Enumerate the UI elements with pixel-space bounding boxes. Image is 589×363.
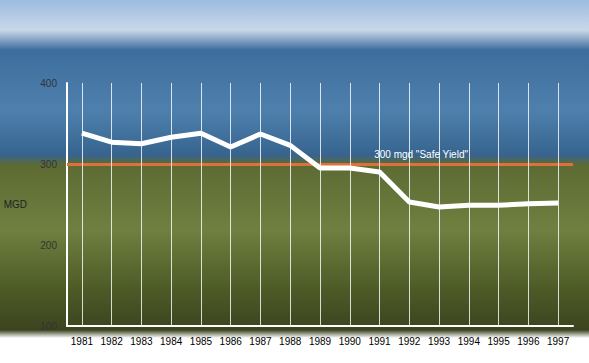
svg-text:300: 300 — [40, 159, 57, 170]
svg-text:1983: 1983 — [130, 336, 153, 347]
svg-text:1994: 1994 — [458, 336, 481, 347]
svg-text:1996: 1996 — [517, 336, 540, 347]
svg-text:1995: 1995 — [487, 336, 510, 347]
svg-text:1991: 1991 — [368, 336, 391, 347]
svg-text:1984: 1984 — [160, 336, 183, 347]
svg-text:200: 200 — [40, 240, 57, 251]
svg-text:400: 400 — [40, 78, 57, 89]
svg-text:1981: 1981 — [71, 336, 94, 347]
svg-text:1990: 1990 — [339, 336, 362, 347]
svg-text:300 mgd "Safe Yield": 300 mgd "Safe Yield" — [374, 149, 468, 160]
svg-text:1987: 1987 — [249, 336, 272, 347]
svg-text:1988: 1988 — [279, 336, 302, 347]
svg-text:1985: 1985 — [190, 336, 213, 347]
svg-text:1997: 1997 — [547, 336, 570, 347]
svg-text:100: 100 — [40, 321, 57, 332]
svg-text:1992: 1992 — [398, 336, 421, 347]
svg-text:1989: 1989 — [309, 336, 332, 347]
svg-text:MGD: MGD — [4, 199, 27, 210]
svg-text:1986: 1986 — [220, 336, 243, 347]
svg-text:1993: 1993 — [428, 336, 451, 347]
svg-text:1982: 1982 — [101, 336, 124, 347]
